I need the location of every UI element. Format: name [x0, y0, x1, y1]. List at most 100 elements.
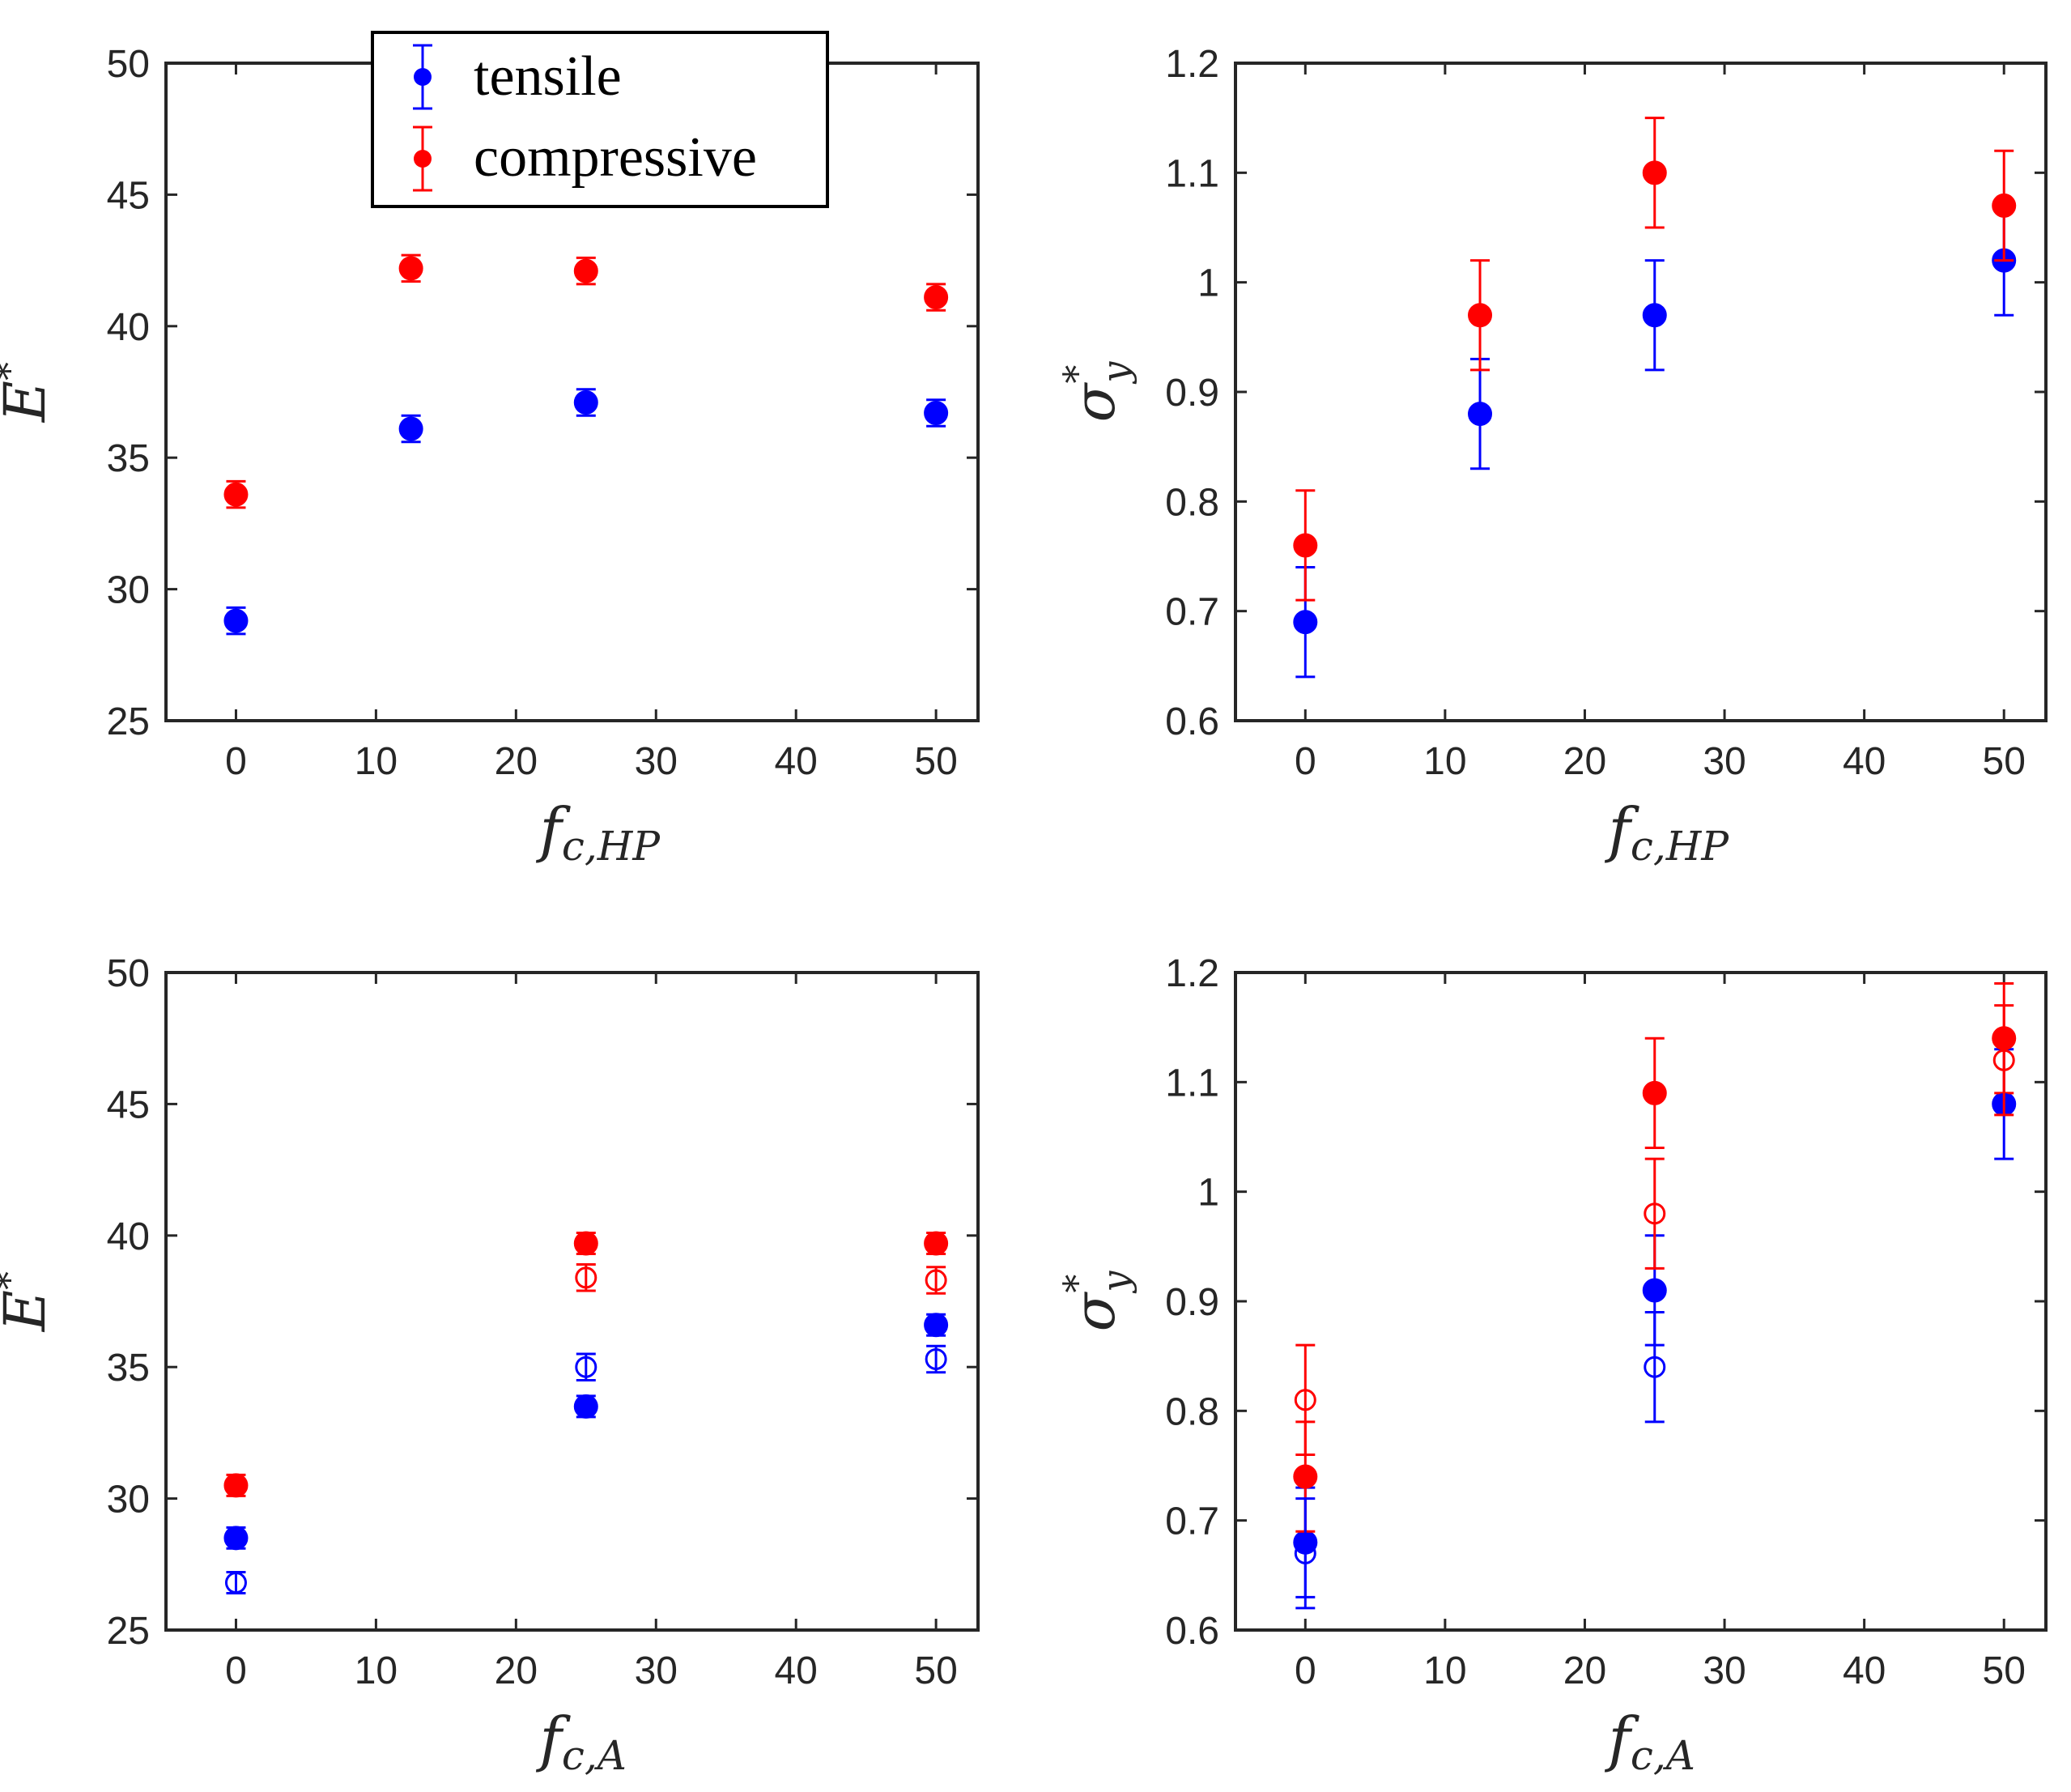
y-tick-label: 50 — [107, 43, 150, 86]
panel-top-left: 0 10 20 30 40 50 25 30 35 40 45 50 fc,HP E* — [0, 43, 980, 870]
x-tick-label: 50 — [914, 1649, 957, 1692]
x-tick-label: 20 — [495, 740, 538, 783]
data-point — [1642, 160, 1667, 185]
series-tensile-open — [1294, 1092, 2015, 1610]
y-axis-label: σ*y — [1055, 361, 1138, 423]
data-point — [573, 258, 598, 283]
series-compressive-open — [575, 1263, 947, 1295]
x-axis-label: fc,HP — [536, 795, 661, 870]
y-tick-label: 35 — [107, 437, 150, 480]
series-tensile — [1293, 204, 2017, 679]
x-tick-label: 0 — [225, 740, 247, 783]
x-tick-label: 10 — [1423, 1649, 1466, 1692]
series-tensile-open — [224, 1344, 947, 1595]
x-tick-label: 30 — [635, 1649, 678, 1692]
x-tick-label: 30 — [1703, 1649, 1746, 1692]
data-point — [1642, 1278, 1667, 1303]
data-point-open — [1294, 1389, 1316, 1411]
y-tick-label: 0.7 — [1165, 1500, 1219, 1543]
data-point — [223, 1526, 249, 1551]
data-point — [398, 416, 423, 441]
data-point — [924, 285, 949, 310]
y-tick-label: 0.6 — [1165, 700, 1219, 743]
data-point-open — [575, 1356, 597, 1378]
data-point-open — [224, 1572, 247, 1594]
legend-tensile-marker — [413, 44, 432, 110]
y-tick-label: 30 — [107, 569, 150, 612]
data-point — [573, 1231, 598, 1256]
y-tick-label: 0.6 — [1165, 1610, 1219, 1653]
x-axis-label: fc,HP — [1605, 795, 1730, 870]
x-tick-label: 0 — [1295, 1649, 1316, 1692]
y-tick-label: 1.2 — [1165, 43, 1219, 86]
series-compressive — [223, 253, 949, 509]
y-tick-label: 1.2 — [1165, 952, 1219, 995]
series-tensile — [223, 1313, 949, 1551]
data-point — [1468, 303, 1493, 328]
legend-compressive-marker — [413, 126, 432, 192]
data-point — [398, 256, 423, 281]
data-point — [1468, 402, 1493, 427]
data-point — [1293, 1464, 1318, 1489]
x-tick-label: 40 — [774, 740, 817, 783]
y-tick-label: 25 — [107, 700, 150, 743]
x-tick-label: 10 — [355, 740, 398, 783]
data-point-open — [1294, 1542, 1316, 1564]
y-tick-label: 0.8 — [1165, 481, 1219, 524]
y-tick-label: 50 — [107, 952, 150, 995]
data-point — [924, 400, 949, 425]
data-point — [1992, 193, 2017, 218]
y-tick-label: 0.8 — [1165, 1390, 1219, 1433]
x-tick-label: 30 — [1703, 740, 1746, 783]
legend-tensile-label: tensile — [474, 45, 622, 108]
panel-bottom-right: 0 10 20 30 40 50 0.6 0.7 0.8 0.9 1 1.1 1.2 fc,A σ*y — [1055, 952, 2048, 1779]
data-point — [1642, 1080, 1667, 1105]
y-tick-label: 1.1 — [1165, 152, 1219, 195]
legend-box — [371, 31, 829, 208]
data-point — [223, 1473, 249, 1498]
x-tick-label: 40 — [1843, 1649, 1886, 1692]
y-tick-label: 40 — [107, 1215, 150, 1258]
legend-compressive-dot — [414, 150, 432, 168]
y-tick-label: 30 — [107, 1479, 150, 1522]
y-axis-label: E* — [0, 1271, 58, 1333]
data-point-open — [925, 1347, 947, 1370]
data-point-open — [1644, 1202, 1666, 1225]
y-tick-label: 1 — [1197, 262, 1219, 305]
x-tick-label: 0 — [1295, 740, 1316, 783]
y-tick-label: 45 — [107, 1083, 150, 1126]
data-point-open — [1644, 1356, 1666, 1378]
y-axis-label: E* — [0, 362, 58, 424]
x-tick-label: 20 — [1563, 740, 1606, 783]
y-tick-label: 1 — [1197, 1172, 1219, 1215]
y-tick-label: 40 — [107, 306, 150, 349]
y-axis-label: σ*y — [1055, 1271, 1138, 1332]
data-point — [573, 1394, 598, 1419]
x-tick-label: 10 — [355, 1649, 398, 1692]
y-tick-label: 1.1 — [1165, 1062, 1219, 1105]
x-tick-label: 40 — [1843, 740, 1886, 783]
y-tick-label: 0.9 — [1165, 372, 1219, 415]
x-tick-label: 30 — [635, 740, 678, 783]
y-tick-label: 35 — [107, 1347, 150, 1390]
legend-tensile-dot — [414, 68, 432, 86]
data-point — [924, 1313, 949, 1338]
x-tick-label: 0 — [225, 1649, 247, 1692]
data-point-open — [575, 1266, 597, 1289]
series-tensile — [223, 388, 949, 636]
x-axis-label: fc,A — [1605, 1705, 1695, 1779]
data-point — [924, 1231, 949, 1256]
x-tick-label: 20 — [495, 1649, 538, 1692]
y-tick-label: 0.7 — [1165, 591, 1219, 634]
y-tick-label: 0.9 — [1165, 1281, 1219, 1324]
data-point — [1293, 610, 1318, 635]
series-compressive-open — [1294, 1004, 2015, 1456]
data-point — [573, 389, 598, 415]
y-tick-label: 25 — [107, 1610, 150, 1653]
data-point — [1293, 533, 1318, 558]
data-point-open — [1992, 1049, 2015, 1071]
x-tick-label: 10 — [1423, 740, 1466, 783]
series-compressive — [223, 1231, 949, 1498]
